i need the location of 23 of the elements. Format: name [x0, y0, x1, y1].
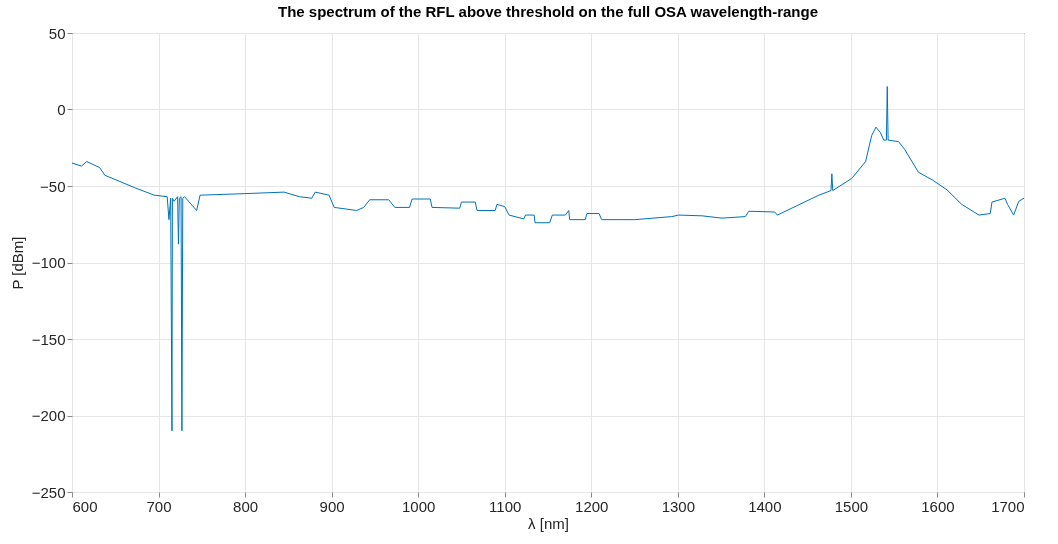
y-tick-label: −50	[40, 177, 66, 195]
y-axis-title: P [dBm]	[8, 236, 26, 290]
x-tick-label: 1100	[489, 497, 522, 515]
x-tick-label: 1300	[661, 497, 696, 515]
x-tick-label: 1200	[575, 497, 609, 515]
x-axis-title: λ [nm]	[528, 514, 569, 532]
x-tick-label: 800	[233, 497, 259, 515]
x-tick-label: 1400	[748, 497, 782, 515]
y-tick-label: −250	[31, 483, 66, 501]
x-tick-label: 900	[319, 497, 345, 515]
x-tick-label: 1700	[991, 497, 1025, 515]
x-tick-label: 1500	[834, 497, 869, 515]
x-tick-label: 1600	[921, 497, 955, 515]
x-tick-label: 1000	[401, 497, 436, 515]
y-tick-label: 50	[48, 24, 66, 42]
y-tick-label: −100	[31, 254, 66, 271]
y-tick-label: −200	[31, 407, 66, 424]
x-tick-label: 600	[72, 497, 98, 515]
x-tick-label: 700	[146, 497, 172, 515]
y-tick-label: 0	[57, 101, 66, 118]
y-tick-label: −150	[31, 330, 66, 348]
chart-title: The spectrum of the RFL above threshold on the full OSA wavelength-range	[277, 3, 819, 20]
line-series	[72, 86, 1024, 432]
